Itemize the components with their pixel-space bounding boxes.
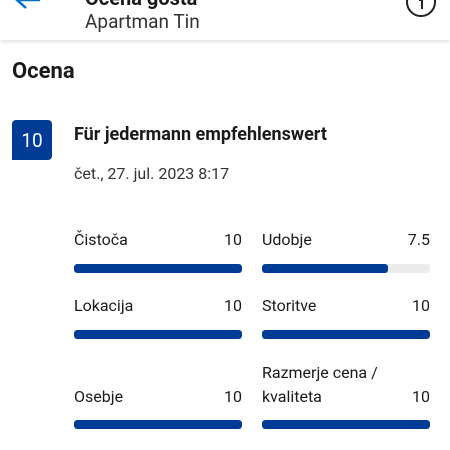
rating-value: 10 (224, 230, 242, 249)
section-title: Ocena (12, 59, 75, 84)
score-badge: 10 (12, 120, 52, 160)
review-date: čet., 27. jul. 2023 8:17 (74, 164, 230, 183)
back-button[interactable] (14, 0, 42, 16)
rating-track (262, 264, 430, 273)
rating-bar (262, 264, 388, 273)
app-bar-title: Ocena gosta (85, 0, 197, 10)
rating-value: 10 (224, 296, 242, 315)
rating-track (262, 420, 430, 429)
rating-item: Čistoča 10 (74, 192, 242, 252)
rating-value: 7.5 (407, 230, 430, 249)
rating-bar (74, 330, 242, 339)
rating-track (74, 330, 242, 339)
review-title: Für jedermann empfehlenswert (74, 124, 327, 145)
rating-item: Osebje 10 (74, 349, 242, 409)
rating-track (74, 264, 242, 273)
info-button[interactable] (404, 0, 438, 20)
rating-value: 10 (412, 296, 430, 315)
rating-label: Udobje (262, 230, 312, 249)
rating-track (262, 330, 430, 339)
app-bar-subtitle: Apartman Tin (85, 10, 200, 33)
rating-value: 10 (412, 387, 430, 406)
rating-bar (74, 264, 242, 273)
rating-label: Storitve (262, 296, 317, 315)
rating-label: Osebje (74, 387, 124, 406)
rating-label: Lokacija (74, 296, 134, 315)
rating-track (74, 420, 242, 429)
rating-bar (74, 420, 242, 429)
app-bar: Ocena gosta Apartman Tin (0, 0, 450, 40)
rating-label: Razmerje cena / kvaliteta (262, 363, 378, 406)
rating-value: 10 (224, 387, 242, 406)
rating-item: Lokacija 10 (74, 258, 242, 318)
rating-label: Čistoča (74, 230, 128, 249)
rating-item: Storitve 10 (262, 258, 430, 318)
rating-item: Razmerje cena / kvaliteta 10 (262, 349, 430, 409)
rating-item: Udobje 7.5 (262, 192, 430, 252)
rating-bar (262, 330, 430, 339)
rating-bar (262, 420, 430, 429)
